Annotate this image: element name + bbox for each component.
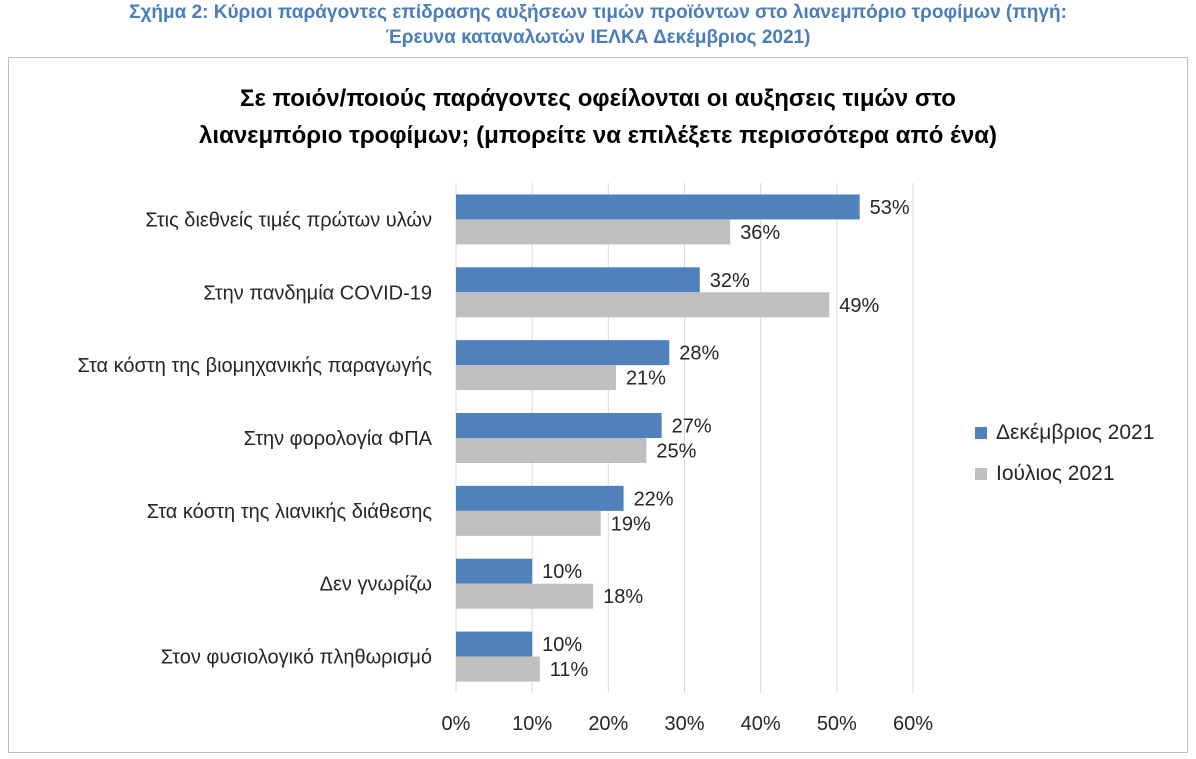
data-label-december: 10% bbox=[542, 561, 582, 583]
bar-july bbox=[456, 365, 616, 391]
bar-december bbox=[456, 413, 662, 438]
figure-caption: Σχήμα 2: Κύριοι παράγοντες επίδρασης αυξ… bbox=[0, 0, 1196, 50]
chart-frame bbox=[8, 57, 1188, 753]
x-tick-label: 0% bbox=[442, 713, 471, 735]
bar-july bbox=[456, 438, 647, 463]
bar-december bbox=[456, 194, 860, 220]
bar-july bbox=[456, 292, 830, 318]
bar-july bbox=[456, 583, 594, 609]
data-label-july: 36% bbox=[740, 222, 780, 244]
category-label: Στις διεθνείς τιμές πρώτων υλών bbox=[145, 209, 432, 231]
data-label-july: 21% bbox=[626, 368, 666, 390]
x-tick-label: 40% bbox=[741, 713, 781, 735]
category-label: Δεν γνωρίζω bbox=[320, 574, 432, 596]
x-tick-label: 10% bbox=[512, 713, 552, 735]
data-label-december: 27% bbox=[672, 416, 712, 438]
chart-title-line2: λιανεμπόριο τροφίμων; (μπορείτε να επιλέ… bbox=[199, 122, 997, 149]
data-label-december: 22% bbox=[634, 488, 674, 510]
bar-december bbox=[456, 340, 670, 366]
legend-item-july: Ιούλιος 2021 bbox=[975, 461, 1154, 487]
category-label: Στα κόστη της λιανικής διάθεσης bbox=[147, 501, 433, 523]
bar-july bbox=[456, 219, 731, 245]
category-label: Στον φυσιολογικό πληθωρισμό bbox=[161, 647, 432, 669]
x-tick-label: 20% bbox=[588, 713, 628, 735]
bar-december bbox=[456, 558, 533, 584]
bar-july bbox=[456, 656, 540, 682]
x-tick-label: 30% bbox=[664, 713, 704, 735]
data-label-december: 32% bbox=[710, 270, 750, 292]
figure-caption-line1: Σχήμα 2: Κύριοι παράγοντες επίδρασης αυξ… bbox=[129, 2, 1067, 23]
legend-item-december: Δεκέμβριος 2021 bbox=[975, 420, 1154, 446]
category-label: Στην φορολογία ΦΠΑ bbox=[244, 428, 433, 450]
chart-title: Σε ποιόν/ποιούς παράγοντες οφείλονται οι… bbox=[0, 80, 1196, 154]
category-label: Στην πανδημία COVID-19 bbox=[203, 282, 432, 304]
bar-july bbox=[456, 510, 601, 536]
legend-swatch-december bbox=[975, 427, 987, 439]
data-label-december: 53% bbox=[870, 197, 910, 219]
legend-label-december: Δεκέμβριος 2021 bbox=[996, 421, 1155, 444]
x-tick-label: 60% bbox=[893, 713, 933, 735]
data-label-july: 18% bbox=[603, 586, 643, 608]
bar-december bbox=[456, 267, 700, 293]
chart-legend: Δεκέμβριος 2021 Ιούλιος 2021 bbox=[975, 420, 1154, 502]
data-label-july: 11% bbox=[550, 659, 589, 681]
category-label: Στα κόστη της βιομηχανικής παραγωγής bbox=[77, 355, 432, 377]
chart-title-line1: Σε ποιόν/ποιούς παράγοντες οφείλονται οι… bbox=[240, 85, 956, 112]
data-label-july: 19% bbox=[611, 513, 651, 535]
data-label-july: 49% bbox=[839, 295, 879, 317]
legend-swatch-july bbox=[975, 468, 987, 480]
data-label-july: 25% bbox=[656, 441, 696, 463]
data-label-december: 28% bbox=[679, 343, 719, 365]
figure-caption-line2: Έρευνα καταναλωτών ΙΕΛΚΑ Δεκέμβριος 2021… bbox=[385, 27, 811, 48]
bar-december bbox=[456, 485, 624, 511]
legend-label-july: Ιούλιος 2021 bbox=[996, 462, 1115, 485]
data-label-december: 10% bbox=[542, 634, 582, 656]
bar-december bbox=[456, 631, 533, 657]
x-tick-label: 50% bbox=[817, 713, 857, 735]
